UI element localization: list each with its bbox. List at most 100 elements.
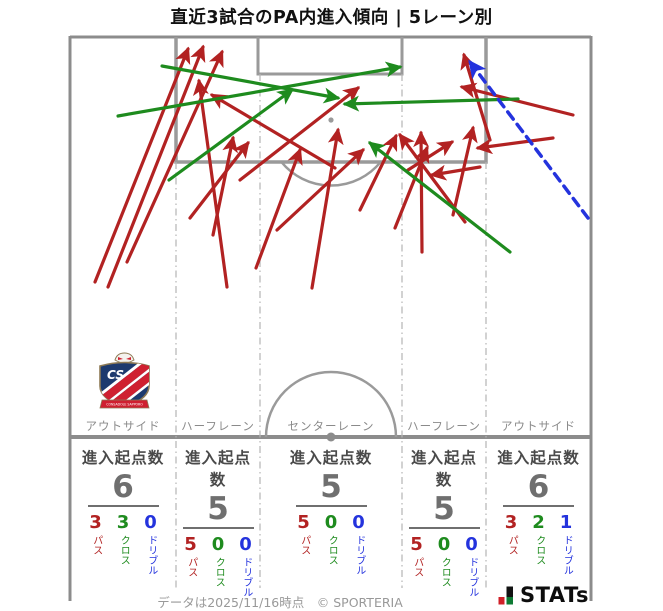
dribble-label: ドリブル — [353, 535, 365, 576]
lane-label-1: アウトサイド — [85, 419, 161, 433]
underline — [295, 505, 367, 508]
penalty-spot — [328, 117, 334, 123]
cross-label: クロス — [326, 535, 338, 566]
cross-label: クロス — [533, 535, 545, 566]
cross-count: 0 — [211, 534, 225, 556]
pass-label: パス — [90, 535, 102, 556]
dribble-label: ドリブル — [561, 535, 573, 576]
pass-count: 5 — [297, 512, 310, 534]
origin-count-value: 5 — [433, 491, 455, 527]
stat-column-3: 進入起点数 5 5 パス 0 クロス 0 ドリブル — [261, 446, 401, 575]
lane-label-2: ハーフレーン — [181, 419, 255, 433]
goal-area — [256, 37, 404, 76]
entry-arrow-cross — [167, 88, 295, 182]
origin-count-value: 6 — [112, 469, 134, 505]
entry-arrows-layer — [93, 44, 590, 290]
entry-arrow-cross — [342, 95, 520, 112]
underline — [87, 505, 159, 508]
dribble-label: ドリブル — [466, 557, 478, 598]
stat-column-1: 進入起点数 6 3 パス 3 クロス 0 ドリブル — [71, 446, 175, 575]
origin-count-value: 5 — [320, 469, 342, 505]
entry-arrow-pass — [475, 136, 555, 155]
breakdown: 3 パス 3 クロス 0 ドリブル — [71, 512, 175, 576]
lane-label-5: アウトサイド — [501, 419, 576, 433]
center-circle — [264, 370, 398, 438]
entry-arrow-cross — [367, 141, 512, 254]
dribble-count: 0 — [465, 534, 478, 556]
cross-count: 0 — [437, 534, 451, 556]
stats-logo-text: STATs — [520, 583, 589, 607]
pass-count: 5 — [184, 534, 197, 556]
center-spot — [326, 432, 336, 442]
pass-label: パス — [506, 535, 518, 556]
entry-arrow-pass — [413, 130, 430, 254]
entry-arrow-pass — [211, 135, 238, 237]
entry-arrow-pass — [188, 140, 250, 220]
origin-count-label: 進入起点数 — [289, 449, 373, 467]
dribble-count: 0 — [239, 534, 252, 556]
crest-owl — [114, 352, 135, 364]
breakdown: 5 パス 0 クロス 0 ドリブル — [261, 512, 401, 576]
entry-arrow-cross — [160, 64, 341, 104]
underline — [408, 527, 480, 530]
stats-logo: STATs — [498, 585, 589, 606]
origin-count-value: 5 — [207, 491, 229, 527]
origin-count-label: 進入起点数 — [81, 449, 165, 467]
pass-label: パス — [298, 535, 310, 556]
pass-label: パス — [185, 557, 197, 578]
dribble-label: ドリブル — [240, 557, 252, 598]
stat-column-4: 進入起点数 5 5 パス 0 クロス 0 ドリブル — [403, 446, 485, 597]
entry-arrow-pass — [275, 148, 365, 232]
dribble-label: ドリブル — [145, 535, 157, 576]
entry-arrow-pass — [358, 133, 398, 212]
entry-arrow-pass — [429, 164, 482, 181]
entry-arrow-pass — [192, 78, 229, 289]
entry-arrow-pass — [254, 147, 303, 270]
lane-label-4: ハーフレーン — [407, 419, 481, 433]
origin-count-value: 6 — [527, 469, 550, 505]
origin-count-label: 進入起点数 — [410, 449, 477, 489]
dribble-count: 1 — [559, 512, 573, 534]
bar-chart-icon — [498, 586, 513, 605]
entry-arrow-pass — [406, 140, 455, 172]
entry-arrow-pass — [93, 46, 191, 284]
page-title: 直近3試合のPA内進入傾向 | 5レーン別 — [170, 8, 493, 28]
pass-count: 3 — [504, 512, 518, 534]
crest-owl-eye-left — [118, 357, 123, 360]
entry-arrow-pass — [106, 44, 206, 289]
cross-label: クロス — [213, 557, 225, 588]
cross-label: クロス — [118, 535, 130, 566]
club-crest: CS CONSADOLE SAPPORO — [99, 352, 150, 409]
pass-count: 3 — [89, 512, 102, 534]
breakdown: 3 パス 2 クロス 1 ドリブル — [487, 512, 590, 576]
lane-label-3: センターレーン — [287, 419, 375, 433]
cross-count: 3 — [116, 512, 130, 534]
dribble-count: 0 — [352, 512, 365, 534]
cross-count: 0 — [324, 512, 338, 534]
data-timestamp-note: データは2025/11/16時点 © SPORTERIA — [157, 595, 403, 610]
stat-column-5: 進入起点数 6 3 パス 2 クロス 1 ドリブル — [487, 446, 590, 575]
pass-count: 5 — [410, 534, 423, 556]
svg-text:CS: CS — [107, 368, 124, 382]
entry-arrow-dribble — [468, 59, 590, 220]
cross-label: クロス — [439, 557, 451, 588]
entry-arrow-pass — [310, 127, 344, 290]
stat-column-2: 進入起点数 5 5 パス 0 クロス 0 ドリブル — [177, 446, 259, 597]
cross-count: 2 — [532, 512, 545, 534]
entry-arrow-pass — [238, 86, 361, 182]
underline — [182, 527, 254, 530]
crest-banner — [99, 399, 150, 409]
breakdown: 5 パス 0 クロス 0 ドリブル — [177, 534, 259, 598]
breakdown: 5 パス 0 クロス 0 ドリブル — [403, 534, 485, 598]
dribble-count: 0 — [144, 512, 157, 534]
svg-text:CONSADOLE SAPPORO: CONSADOLE SAPPORO — [106, 403, 143, 407]
origin-count-label: 進入起点数 — [497, 449, 580, 467]
entry-arrow-pass — [209, 93, 337, 170]
pass-label: パス — [411, 557, 423, 578]
entry-arrow-pass — [451, 125, 478, 217]
entry-arrow-pass — [459, 82, 575, 117]
crest-owl-eye-right — [126, 357, 131, 360]
origin-count-label: 進入起点数 — [184, 449, 251, 489]
